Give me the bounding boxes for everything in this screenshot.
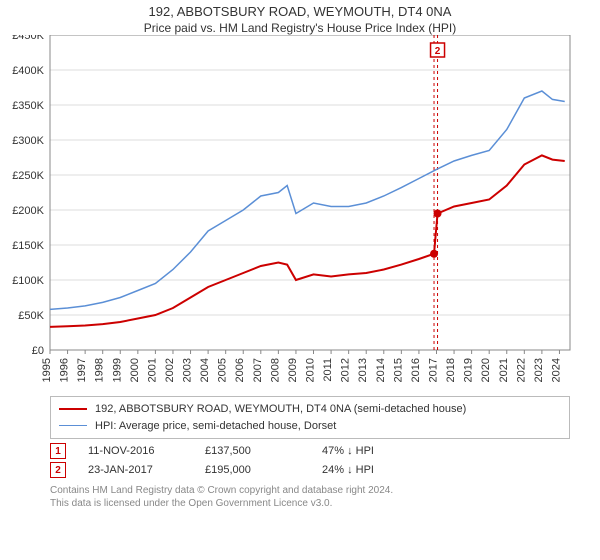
- svg-text:2024: 2024: [550, 358, 562, 382]
- svg-text:2010: 2010: [305, 358, 317, 382]
- footer-line2: This data is licensed under the Open Gov…: [50, 497, 570, 510]
- svg-text:2009: 2009: [287, 358, 299, 382]
- svg-text:2013: 2013: [357, 358, 369, 382]
- legend: 192, ABBOTSBURY ROAD, WEYMOUTH, DT4 0NA …: [50, 396, 570, 439]
- event-delta: 24% ↓ HPI: [322, 464, 417, 476]
- event-marker: 2: [50, 462, 66, 478]
- svg-text:2006: 2006: [234, 358, 246, 382]
- legend-row: 192, ABBOTSBURY ROAD, WEYMOUTH, DT4 0NA …: [59, 401, 561, 418]
- event-date: 23-JAN-2017: [88, 464, 183, 476]
- svg-text:£50K: £50K: [18, 310, 44, 322]
- event-marker: 1: [50, 443, 66, 459]
- svg-text:£150K: £150K: [12, 240, 44, 252]
- svg-text:2002: 2002: [164, 358, 176, 382]
- event-row: 1 11-NOV-2016 £137,500 47% ↓ HPI: [50, 443, 570, 459]
- svg-text:2021: 2021: [498, 358, 510, 382]
- svg-text:£400K: £400K: [12, 65, 44, 77]
- footer-line1: Contains HM Land Registry data © Crown c…: [50, 484, 570, 497]
- svg-text:2004: 2004: [199, 358, 211, 382]
- svg-text:£250K: £250K: [12, 170, 44, 182]
- svg-text:£450K: £450K: [12, 35, 44, 42]
- title-main: 192, ABBOTSBURY ROAD, WEYMOUTH, DT4 0NA: [0, 4, 600, 19]
- svg-text:1999: 1999: [111, 358, 123, 382]
- svg-text:2012: 2012: [340, 358, 352, 382]
- svg-text:2008: 2008: [269, 358, 281, 382]
- event-price: £195,000: [205, 464, 300, 476]
- svg-text:2020: 2020: [480, 358, 492, 382]
- line-chart-svg: £0 £50K £100K £150K £200K £250K £300K £350K £400…: [0, 35, 600, 390]
- svg-text:2011: 2011: [322, 358, 334, 382]
- svg-text:2014: 2014: [375, 358, 387, 382]
- svg-text:2016: 2016: [410, 358, 422, 382]
- svg-text:2023: 2023: [533, 358, 545, 382]
- svg-text:1998: 1998: [94, 358, 106, 382]
- event-date: 11-NOV-2016: [88, 445, 183, 457]
- svg-text:2022: 2022: [515, 358, 527, 382]
- legend-row: HPI: Average price, semi-detached house,…: [59, 418, 561, 435]
- svg-text:2019: 2019: [463, 358, 475, 382]
- svg-text:2005: 2005: [217, 358, 229, 382]
- title-sub: Price paid vs. HM Land Registry's House …: [0, 21, 600, 35]
- svg-text:2: 2: [435, 46, 441, 57]
- svg-text:£100K: £100K: [12, 275, 44, 287]
- legend-swatch: [59, 425, 87, 426]
- event-table: 1 11-NOV-2016 £137,500 47% ↓ HPI 2 23-JAN-201…: [50, 443, 570, 478]
- svg-text:2000: 2000: [129, 358, 141, 382]
- event-row: 2 23-JAN-2017 £195,000 24% ↓ HPI: [50, 462, 570, 478]
- chart-titles: 192, ABBOTSBURY ROAD, WEYMOUTH, DT4 0NA …: [0, 0, 600, 35]
- svg-text:2001: 2001: [146, 358, 158, 382]
- legend-swatch: [59, 408, 87, 410]
- svg-text:2003: 2003: [182, 358, 194, 382]
- svg-text:£350K: £350K: [12, 100, 44, 112]
- svg-text:1997: 1997: [76, 358, 88, 382]
- svg-text:1995: 1995: [41, 358, 53, 382]
- chart-area: £0 £50K £100K £150K £200K £250K £300K £350K £400…: [0, 35, 600, 390]
- svg-text:2015: 2015: [392, 358, 404, 382]
- svg-text:£200K: £200K: [12, 205, 44, 217]
- svg-text:1996: 1996: [59, 358, 71, 382]
- svg-text:2007: 2007: [252, 358, 264, 382]
- svg-text:2017: 2017: [427, 358, 439, 382]
- legend-label: HPI: Average price, semi-detached house,…: [95, 418, 336, 435]
- svg-text:2018: 2018: [445, 358, 457, 382]
- event-delta: 47% ↓ HPI: [322, 445, 417, 457]
- footer-attribution: Contains HM Land Registry data © Crown c…: [50, 484, 570, 510]
- event-price: £137,500: [205, 445, 300, 457]
- svg-text:£300K: £300K: [12, 135, 44, 147]
- legend-label: 192, ABBOTSBURY ROAD, WEYMOUTH, DT4 0NA …: [95, 401, 466, 418]
- svg-text:£0: £0: [32, 345, 44, 357]
